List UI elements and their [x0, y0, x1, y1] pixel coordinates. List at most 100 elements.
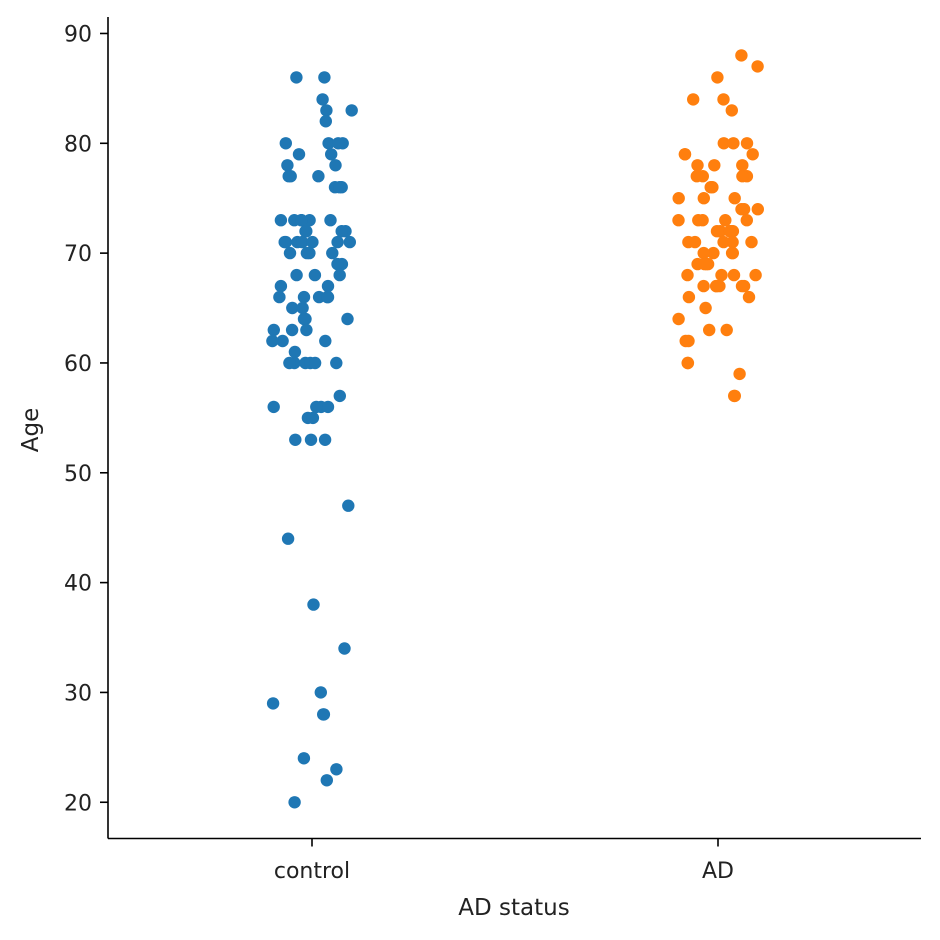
data-point [333, 268, 346, 282]
data-point [281, 532, 295, 545]
data-point [733, 367, 746, 381]
data-point [726, 235, 739, 249]
data-point [681, 356, 695, 370]
y-tick-label: 60 [64, 352, 92, 377]
data-point [325, 148, 338, 161]
x-axis-label: AD status [458, 895, 569, 921]
data-point [688, 235, 702, 249]
data-point [318, 433, 332, 446]
data-point [735, 279, 749, 293]
data-point [724, 225, 737, 238]
data-point [697, 279, 710, 293]
data-point [341, 312, 354, 326]
y-tick-label: 20 [64, 791, 92, 816]
data-point [304, 433, 318, 446]
data-point [331, 257, 344, 271]
data-point [288, 796, 301, 809]
data-point [717, 235, 730, 249]
data-point [273, 290, 286, 304]
data-point [751, 203, 764, 216]
data-point [343, 235, 356, 249]
data-point [322, 137, 335, 150]
data-point [314, 686, 327, 699]
data-point [317, 708, 331, 721]
data-point [276, 334, 289, 348]
data-point [725, 104, 738, 117]
series-control [266, 71, 358, 809]
data-point [290, 71, 303, 84]
data-point [678, 148, 692, 161]
data-point [330, 356, 343, 370]
data-point [326, 246, 339, 260]
data-point [727, 137, 740, 150]
points-layer [266, 49, 764, 809]
data-point [310, 400, 323, 414]
data-point [728, 192, 741, 205]
data-point [286, 301, 299, 315]
data-point [710, 225, 724, 238]
data-point [307, 598, 320, 611]
series-ad [672, 49, 764, 403]
data-point [300, 225, 313, 238]
data-point [330, 763, 343, 776]
data-point [681, 268, 694, 282]
data-point [717, 137, 730, 150]
data-point [332, 137, 345, 150]
data-point [692, 214, 705, 227]
data-point [333, 181, 346, 194]
data-point [292, 148, 306, 161]
x-ticks: control AD [274, 838, 734, 884]
data-point [282, 170, 295, 183]
data-point [296, 301, 309, 315]
data-point [312, 170, 325, 183]
data-point [736, 159, 749, 172]
data-point [267, 323, 280, 337]
data-point [289, 433, 302, 446]
data-point [283, 246, 297, 260]
data-point [672, 214, 685, 227]
data-point [306, 235, 319, 249]
data-point [274, 279, 288, 293]
data-point [321, 279, 335, 293]
data-point [726, 246, 739, 260]
data-point [319, 115, 332, 128]
data-point [697, 192, 710, 205]
data-point [300, 323, 313, 337]
data-point [278, 235, 291, 249]
data-point [698, 257, 711, 271]
y-ticks: 20 30 40 50 60 70 80 90 [64, 22, 108, 816]
data-point [296, 235, 309, 249]
y-axis-label: Age [18, 408, 44, 452]
axes-layer [107, 17, 921, 840]
data-point [687, 93, 700, 106]
data-point [707, 246, 720, 260]
data-point [290, 268, 303, 282]
data-point [308, 268, 322, 282]
data-point [267, 400, 280, 414]
data-point [682, 334, 695, 348]
data-point [285, 323, 299, 337]
y-tick-label: 40 [64, 572, 92, 597]
y-tick-label: 30 [64, 681, 92, 706]
data-point [295, 214, 308, 227]
data-point [690, 170, 703, 183]
data-point [717, 93, 730, 106]
data-point [719, 214, 732, 227]
data-point [715, 268, 728, 282]
data-point [338, 642, 351, 655]
data-point [735, 49, 748, 62]
data-point [710, 279, 723, 293]
data-point [288, 345, 302, 359]
y-tick-label: 90 [64, 22, 92, 47]
data-point [740, 137, 754, 150]
data-point [319, 334, 332, 348]
y-tick-label: 80 [64, 132, 92, 157]
data-point [691, 159, 704, 172]
data-point [308, 356, 322, 370]
x-tick-label: AD [702, 859, 734, 884]
data-point [749, 268, 762, 282]
data-point [321, 400, 335, 414]
data-point [742, 290, 756, 304]
data-point [266, 697, 280, 710]
